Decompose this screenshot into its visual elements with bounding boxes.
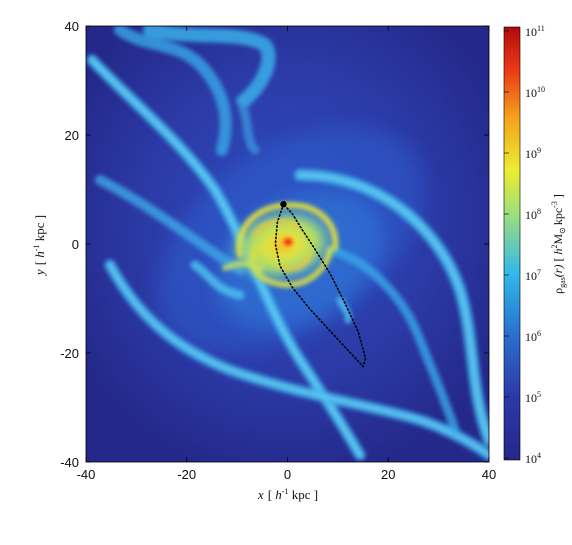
x-tick-label: 20 bbox=[381, 467, 395, 482]
orbit-marker bbox=[280, 201, 287, 208]
y-tick-label: -40 bbox=[60, 455, 79, 470]
y-axis: 40 20 0 -20 -40 bbox=[60, 19, 489, 470]
colorbar bbox=[503, 26, 521, 461]
x-tick-label: -40 bbox=[77, 467, 96, 482]
y-tick-label: -20 bbox=[60, 346, 79, 361]
y-tick-label: 40 bbox=[65, 19, 79, 34]
x-axis: -40 -20 0 20 40 bbox=[77, 26, 496, 482]
x-tick-label: -20 bbox=[177, 467, 196, 482]
y-axis-title: y[ h-1 kpc ] bbox=[32, 215, 47, 277]
gas-density-map bbox=[86, 26, 489, 462]
colorbar-tick-label: 105 bbox=[525, 390, 541, 405]
colorbar-tick-label: 1011 bbox=[525, 24, 545, 39]
colorbar-tick-label: 107 bbox=[525, 268, 541, 283]
colorbar-tick-label: 109 bbox=[525, 146, 541, 161]
x-tick-label: 0 bbox=[284, 467, 291, 482]
colorbar-ticks: 104 105 106 107 108 109 1010 1011 bbox=[504, 24, 545, 466]
colorbar-title: ρgas(r) [ h2M⊙kpc-3 ] bbox=[550, 194, 567, 294]
y-tick-label: 20 bbox=[65, 128, 79, 143]
orbit-path bbox=[274, 203, 367, 368]
colorbar-tick-label: 104 bbox=[525, 451, 541, 466]
x-tick-label: 40 bbox=[482, 467, 496, 482]
y-tick-label: 0 bbox=[72, 237, 79, 252]
colorbar-tick-label: 1010 bbox=[525, 85, 545, 100]
colorbar-tick-label: 108 bbox=[525, 207, 541, 222]
x-axis-title: x[ h-1 kpc ] bbox=[257, 487, 318, 502]
colorbar-tick-label: 106 bbox=[525, 329, 541, 344]
orbit-trajectory bbox=[274, 201, 367, 368]
